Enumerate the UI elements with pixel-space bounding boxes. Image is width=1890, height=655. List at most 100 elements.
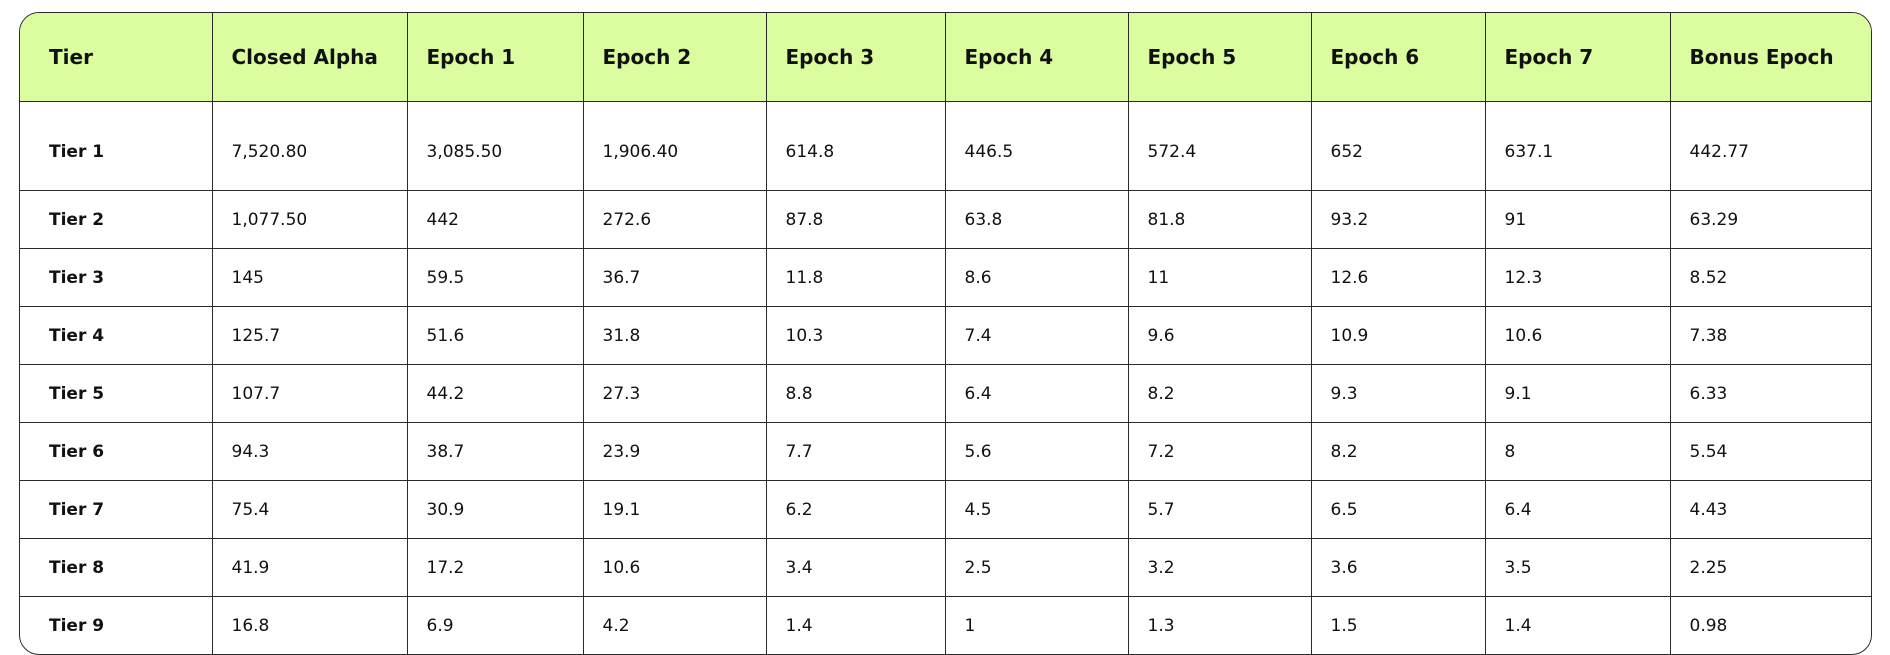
value-cell: 3.2 (1128, 538, 1312, 597)
value-cell: 9.6 (1128, 306, 1312, 365)
header-cell: Epoch 5 (1128, 13, 1312, 102)
tier-cell: Tier 7 (20, 480, 213, 539)
value-cell: 51.6 (407, 306, 584, 365)
value-cell: 6.9 (407, 596, 584, 654)
value-cell: 1,077.50 (212, 190, 408, 249)
table-row: Tier 6 94.3 38.7 23.9 7.7 5.6 7.2 8.2 8 5.54 (20, 422, 1871, 481)
table-row: Tier 5 107.7 44.2 27.3 8.8 6.4 8.2 9.3 9.1 6.33 (20, 364, 1871, 423)
value-cell: 44.2 (407, 364, 584, 423)
tier-cell: Tier 4 (20, 306, 213, 365)
value-cell: 6.5 (1311, 480, 1486, 539)
header-cell: Epoch 2 (583, 13, 767, 102)
value-cell: 446.5 (945, 101, 1129, 191)
tier-cell: Tier 5 (20, 364, 213, 423)
value-cell: 7.7 (766, 422, 946, 481)
reward-table: Tier Closed Alpha Epoch 1 Epoch 2 Epoch 3 Epo… (20, 13, 1871, 654)
table-header: Tier Closed Alpha Epoch 1 Epoch 2 Epoch 3 Epo… (20, 13, 1871, 102)
header-cell: Epoch 1 (407, 13, 584, 102)
table-container: Tier Closed Alpha Epoch 1 Epoch 2 Epoch 3 Epo… (19, 12, 1872, 655)
value-cell: 1.4 (766, 596, 946, 654)
value-cell: 63.8 (945, 190, 1129, 249)
value-cell: 8.8 (766, 364, 946, 423)
table-row: Tier 8 41.9 17.2 10.6 3.4 2.5 3.2 3.6 3.5 2.25 (20, 538, 1871, 597)
value-cell: 2.25 (1670, 538, 1871, 597)
value-cell: 31.8 (583, 306, 767, 365)
value-cell: 8 (1485, 422, 1671, 481)
tier-cell: Tier 1 (20, 101, 213, 191)
value-cell: 5.7 (1128, 480, 1312, 539)
value-cell: 7,520.80 (212, 101, 408, 191)
header-cell: Bonus Epoch (1670, 13, 1871, 102)
tier-cell: Tier 8 (20, 538, 213, 597)
table-body: Tier 1 7,520.80 3,085.50 1,906.40 614.8 446.5… (20, 101, 1871, 654)
value-cell: 93.2 (1311, 190, 1486, 249)
value-cell: 5.54 (1670, 422, 1871, 481)
header-cell: Epoch 4 (945, 13, 1129, 102)
value-cell: 6.4 (1485, 480, 1671, 539)
value-cell: 75.4 (212, 480, 408, 539)
value-cell: 10.9 (1311, 306, 1486, 365)
value-cell: 10.3 (766, 306, 946, 365)
value-cell: 59.5 (407, 248, 584, 307)
tier-cell: Tier 9 (20, 596, 213, 654)
value-cell: 36.7 (583, 248, 767, 307)
value-cell: 572.4 (1128, 101, 1312, 191)
value-cell: 4.2 (583, 596, 767, 654)
value-cell: 63.29 (1670, 190, 1871, 249)
table-row: Tier 9 16.8 6.9 4.2 1.4 1 1.3 1.5 1.4 0.98 (20, 596, 1871, 654)
value-cell: 12.6 (1311, 248, 1486, 307)
value-cell: 4.43 (1670, 480, 1871, 539)
value-cell: 637.1 (1485, 101, 1671, 191)
value-cell: 1.3 (1128, 596, 1312, 654)
value-cell: 30.9 (407, 480, 584, 539)
value-cell: 5.6 (945, 422, 1129, 481)
table-row: Tier 2 1,077.50 442 272.6 87.8 63.8 81.8 93.2 91… (20, 190, 1871, 249)
value-cell: 3,085.50 (407, 101, 584, 191)
value-cell: 107.7 (212, 364, 408, 423)
value-cell: 81.8 (1128, 190, 1312, 249)
value-cell: 614.8 (766, 101, 946, 191)
value-cell: 19.1 (583, 480, 767, 539)
value-cell: 16.8 (212, 596, 408, 654)
value-cell: 10.6 (583, 538, 767, 597)
table-row: Tier 1 7,520.80 3,085.50 1,906.40 614.8 446.5… (20, 101, 1871, 191)
value-cell: 1,906.40 (583, 101, 767, 191)
value-cell: 6.4 (945, 364, 1129, 423)
tier-cell: Tier 3 (20, 248, 213, 307)
table-row: Tier 4 125.7 51.6 31.8 10.3 7.4 9.6 10.9 10.6 7.3… (20, 306, 1871, 365)
tier-cell: Tier 6 (20, 422, 213, 481)
value-cell: 3.4 (766, 538, 946, 597)
value-cell: 27.3 (583, 364, 767, 423)
value-cell: 12.3 (1485, 248, 1671, 307)
tier-cell: Tier 2 (20, 190, 213, 249)
value-cell: 6.2 (766, 480, 946, 539)
value-cell: 125.7 (212, 306, 408, 365)
value-cell: 7.2 (1128, 422, 1312, 481)
value-cell: 652 (1311, 101, 1486, 191)
value-cell: 7.4 (945, 306, 1129, 365)
value-cell: 1.4 (1485, 596, 1671, 654)
value-cell: 11.8 (766, 248, 946, 307)
header-row: Tier Closed Alpha Epoch 1 Epoch 2 Epoch 3 Epo… (20, 13, 1871, 102)
value-cell: 91 (1485, 190, 1671, 249)
value-cell: 9.1 (1485, 364, 1671, 423)
value-cell: 10.6 (1485, 306, 1671, 365)
header-cell: Closed Alpha (212, 13, 408, 102)
value-cell: 8.6 (945, 248, 1129, 307)
value-cell: 2.5 (945, 538, 1129, 597)
table-row: Tier 7 75.4 30.9 19.1 6.2 4.5 5.7 6.5 6.4 4.43 (20, 480, 1871, 539)
header-cell: Tier (20, 13, 213, 102)
value-cell: 38.7 (407, 422, 584, 481)
value-cell: 17.2 (407, 538, 584, 597)
value-cell: 7.38 (1670, 306, 1871, 365)
value-cell: 272.6 (583, 190, 767, 249)
value-cell: 4.5 (945, 480, 1129, 539)
value-cell: 442.77 (1670, 101, 1871, 191)
value-cell: 1.5 (1311, 596, 1486, 654)
header-cell: Epoch 7 (1485, 13, 1671, 102)
value-cell: 87.8 (766, 190, 946, 249)
value-cell: 3.5 (1485, 538, 1671, 597)
header-cell: Epoch 6 (1311, 13, 1486, 102)
value-cell: 6.33 (1670, 364, 1871, 423)
